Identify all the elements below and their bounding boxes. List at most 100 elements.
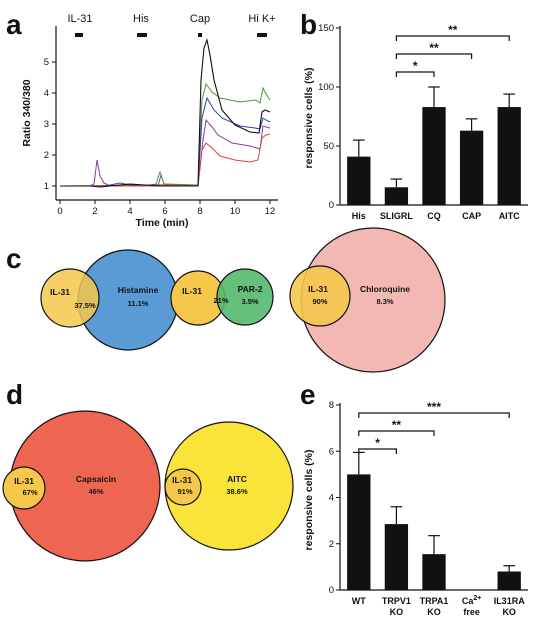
bar-e-bar <box>422 554 446 590</box>
stimulus-label-hik: Hi K+ <box>248 13 275 25</box>
trace-x-tick-label: 4 <box>127 206 132 217</box>
trace-line-purple <box>60 118 271 187</box>
trace-y-label: Ratio 340/380 <box>21 79 33 146</box>
venn-pct-aitc: 38.6% <box>226 487 248 496</box>
venn-overlap-pct: 21% <box>213 296 228 305</box>
trace-x-tick-label: 2 <box>92 206 97 217</box>
bar-b-significance-bracket <box>395 35 510 41</box>
venn-pct-capsaicin: 46% <box>88 487 103 496</box>
venn-circle-il31 <box>40 268 100 328</box>
venn-circle-il31 <box>289 265 351 327</box>
bar-b-category-label: SLIGRL <box>380 211 414 221</box>
venn-label-il31: IL-31 <box>14 476 34 486</box>
bar-b-y-tick-label: 0 <box>329 200 334 211</box>
venn-d-aitc: IL-31 91% AITC 38.6% <box>164 421 294 551</box>
bar-chart-e: responsive cells (%) 0 2 4 6 8 WT TRPV1 KO TRPA1… <box>303 400 528 617</box>
bar-e-significance-label: ** <box>392 418 402 432</box>
stimulus-label-cap: Cap <box>190 13 210 25</box>
venn-c-histamine: IL-31 37.5% Histamine 11.1% <box>40 249 179 351</box>
bar-e-category-label: TRPA1 KO <box>420 596 449 617</box>
bar-b-y-label: responsive cells (%) <box>303 68 315 169</box>
bar-e-category-label: TRPV1 KO <box>382 596 411 617</box>
venn-overlap-pct: 67% <box>22 488 37 497</box>
bar-e-category-label: Ca2+ free <box>462 595 482 617</box>
venn-circle-il31 <box>2 466 46 510</box>
bar-e-significance-bracket <box>358 448 397 454</box>
venn-label-aitc: AITC <box>227 474 247 484</box>
bar-b-y-tick-label: 100 <box>318 82 334 93</box>
venn-overlap-pct: 37.5% <box>74 301 96 310</box>
bar-b-significance-label: * <box>413 59 418 73</box>
bar-e-bar <box>497 571 521 590</box>
bar-e-y-tick-label: 6 <box>329 446 334 457</box>
venn-c-chloroquine: IL-31 90% Chloroquine 8.3% <box>289 227 446 373</box>
venn-label-histamine: Histamine <box>118 285 159 295</box>
venn-label-il31: IL-31 <box>50 287 70 297</box>
stimulus-bar-hik <box>257 33 267 37</box>
bar-b-significance-label: ** <box>429 41 439 55</box>
panel-label-b: b <box>300 9 317 40</box>
bar-b-bar <box>347 156 371 205</box>
bar-e-category-label: WT <box>352 596 366 606</box>
trace-y-tick-label: 5 <box>44 57 49 68</box>
bar-e-y-label: responsive cells (%) <box>303 450 315 551</box>
venn-label-capsaicin: Capsaicin <box>76 474 116 484</box>
trace-x-label: Time (min) <box>136 217 189 229</box>
bar-b-bar <box>384 187 409 205</box>
venn-label-par2: PAR-2 <box>238 284 263 294</box>
bar-e-significance-bracket <box>358 412 510 418</box>
bar-b-bar <box>459 130 484 205</box>
panel-label-a: a <box>6 9 22 40</box>
bar-b-bar <box>422 107 446 205</box>
venn-pct-histamine: 11.1% <box>128 299 149 308</box>
trace-y-tick-label: 2 <box>44 150 49 161</box>
venn-label-il31: IL-31 <box>182 286 202 296</box>
trace-x-tick-label: 10 <box>230 206 241 217</box>
bar-b-significance-bracket <box>395 71 435 77</box>
panel-label-c: c <box>6 243 22 274</box>
bar-e-y-tick-label: 0 <box>329 585 334 596</box>
trace-line-red <box>60 133 271 187</box>
trace-line-black <box>60 38 271 188</box>
bar-b-y-tick-label: 150 <box>318 23 334 34</box>
bar-b-y-tick-label: 50 <box>323 141 334 152</box>
venn-label-chloroquine: Chloroquine <box>360 284 410 294</box>
bar-b-category-label: AITC <box>499 211 520 221</box>
bar-e-significance-label: * <box>375 436 380 450</box>
trace-y-tick-label: 1 <box>44 181 49 192</box>
trace-line-green <box>59 82 271 187</box>
trace-x-tick-label: 8 <box>197 206 202 217</box>
venn-circle-il31 <box>164 468 202 506</box>
venn-overlap-pct: 91% <box>177 487 192 496</box>
bar-b-significance-label: ** <box>448 23 458 37</box>
bar-e-significance-bracket <box>358 430 435 436</box>
venn-pct-chloroquine: 8.3% <box>376 297 393 306</box>
trace-x-tick-label: 12 <box>265 206 276 217</box>
bar-b-category-label: CAP <box>462 211 481 221</box>
venn-pct-par2: 3.5% <box>241 297 258 306</box>
stimulus-bar-his <box>137 33 147 37</box>
trace-x-tick-label: 0 <box>57 206 62 217</box>
trace-line-blue <box>60 96 271 187</box>
panel-label-e: e <box>300 379 316 410</box>
bar-e-category-label: IL31RA KO <box>494 596 526 617</box>
bar-b-bar <box>497 107 521 205</box>
trace-x-tick-label: 6 <box>162 206 167 217</box>
venn-c-par2: IL-31 21% PAR-2 3.5% <box>170 268 274 326</box>
bar-e-y-tick-label: 2 <box>329 539 334 550</box>
bar-chart-b: responsive cells (%) 0 50 100 150 His SLIGRL C… <box>303 23 528 221</box>
venn-label-il31: IL-31 <box>172 475 192 485</box>
trace-y-tick-label: 3 <box>44 119 49 130</box>
bar-b-significance-bracket <box>395 53 473 59</box>
panel-label-d: d <box>6 379 23 410</box>
bar-e-y-tick-label: 4 <box>329 493 334 504</box>
bar-e-bar <box>347 474 371 590</box>
stimulus-bar-cap <box>198 33 202 37</box>
stimulus-label-his: His <box>133 13 149 25</box>
bar-b-category-label: His <box>352 211 366 221</box>
bar-e-y-tick-label: 8 <box>329 400 334 411</box>
trace-y-tick-label: 4 <box>44 88 49 99</box>
venn-d-capsaicin: IL-31 67% Capsaicin 46% <box>2 410 161 562</box>
